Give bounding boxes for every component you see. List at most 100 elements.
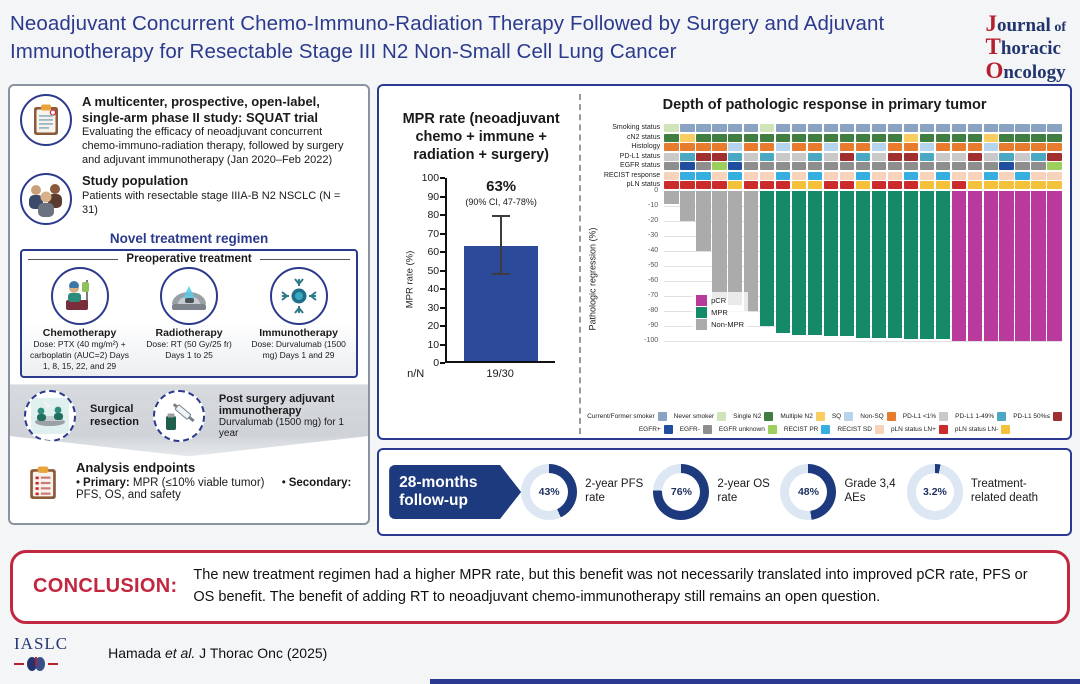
mpr-ytick-label: 40 [427, 283, 440, 296]
heatmap-cell [999, 162, 1014, 171]
heatmap-cell [951, 152, 967, 161]
heatmap-cell [823, 143, 839, 152]
waterfall-bar [983, 190, 998, 341]
heatmap-cell [696, 181, 711, 190]
heatmap-cell [919, 181, 935, 190]
heatmap-cell [935, 162, 951, 171]
heatmap-cell [1031, 143, 1046, 152]
citation-journal: J Thorac Onc (2025) [195, 644, 328, 661]
mpr-tick-mark [440, 362, 446, 365]
heatmap-cell [759, 143, 775, 152]
chemotherapy-item: Chemotherapy Dose: PTX (40 mg/m²) + carb… [28, 267, 131, 371]
heatmap-cell [712, 133, 727, 142]
heatmap-cell [1047, 143, 1062, 152]
legend-label: PD-L1 1-49% [955, 413, 995, 420]
heatmap-cell [696, 143, 711, 152]
heatmap-cell [1031, 152, 1046, 161]
heatmap-cell [855, 133, 871, 142]
heatmap-cell [999, 124, 1014, 133]
heatmap-cell [775, 152, 791, 161]
heatmap-cell [903, 181, 919, 190]
heatmap-cell [887, 152, 903, 161]
followup-stat: 3.2% Treatment-related death [906, 464, 1060, 520]
category-legend-item: PD-L1 1-49% [955, 412, 1007, 421]
mpr-y-axis-label-text: MPR rate (%) [404, 251, 416, 309]
waterfall-main: pCR MPR Non-MPR [664, 124, 1062, 408]
category-legend-item: pLN status LN+ [891, 425, 948, 434]
mpr-tick-mark [440, 177, 446, 180]
category-legend-item: Multiple N2 [780, 412, 825, 421]
chemotherapy-icon [50, 267, 109, 326]
heatmap-cell [967, 124, 982, 133]
legend-chip [657, 412, 667, 421]
heatmap-cell [743, 181, 759, 190]
heatmap-cell [855, 152, 871, 161]
waterfall-ytick-label: -70 [648, 291, 659, 299]
heatmap-cell [983, 143, 998, 152]
heatmap-cell [983, 171, 998, 180]
category-legend-item: Non-SQ [860, 412, 896, 421]
heatmap-cell [887, 143, 903, 152]
heatmap-cell [839, 133, 855, 142]
waterfall-body: Pathologic regression (%) Smoking status… [587, 124, 1062, 408]
legend-label: Non-MPR [711, 319, 745, 329]
donut-hole: 3.2% [915, 473, 954, 511]
logo-initial-t: T [985, 34, 1001, 60]
donut-chart: 48% [780, 464, 837, 520]
heatmap-cell [759, 152, 775, 161]
mpr-category-label: 19/30 [486, 368, 514, 381]
mpr-tick-mark [440, 195, 446, 198]
legend-chip [815, 412, 825, 421]
heatmap-cell [871, 171, 887, 180]
journal-logo: Journal of Thoracic Oncology [985, 10, 1066, 82]
waterfall-legend-item: Non-MPR [696, 318, 745, 330]
study-design-title: A multicenter, prospective, open-label, … [82, 94, 320, 125]
heatmap-cell [999, 152, 1014, 161]
heatmap-cell [823, 171, 839, 180]
mpr-tick-mark [440, 269, 446, 272]
legend-label: Current/Former smoker [587, 413, 655, 420]
heatmap-cell [759, 171, 775, 180]
heatmap-cell [696, 133, 711, 142]
waterfall-ytick-label: -30 [648, 231, 659, 239]
legend-chip [717, 412, 727, 421]
waterfall-bar [1015, 190, 1030, 341]
endpoints-section: Analysis endpoints • Primary: MPR (≤10% v… [20, 460, 358, 507]
immunotherapy-detail: Dose: Durvalumab (1500 mg) Days 1 and 29 [251, 339, 346, 361]
endpoints-title: Analysis endpoints [76, 460, 196, 476]
heatmap-cell [951, 181, 967, 190]
heatmap-cell [1031, 162, 1046, 171]
heatmap-cell [871, 124, 887, 133]
heatmap-cell [839, 143, 855, 152]
heatmap-cell [712, 181, 727, 190]
heatmap-cell [999, 181, 1014, 190]
heatmap-cell [823, 162, 839, 171]
heatmap-cell [743, 171, 759, 180]
donut-hole: 43% [530, 473, 569, 511]
mpr-y-axis-label: MPR rate (%) [404, 178, 420, 363]
journal-logo-line1: Journal of [985, 12, 1066, 35]
heatmap-cell [903, 124, 919, 133]
heatmap-cell [1047, 124, 1062, 133]
heatmap-cell [680, 181, 695, 190]
waterfall-ytick-label: -90 [648, 321, 659, 329]
heatmap-cell [839, 152, 855, 161]
journal-logo-line3: Oncology [985, 59, 1066, 82]
heatmap-cell [728, 124, 743, 133]
surgery-label: Surgical resection [90, 402, 139, 429]
waterfall-bar [871, 190, 887, 338]
heatmap-cell [871, 143, 887, 152]
heatmap-cell [1047, 171, 1062, 180]
heatmap-cell [855, 162, 871, 171]
waterfall-ytick-label: -50 [648, 261, 659, 269]
surgery-adjuvant-band: Surgical resection Post surgery adjuvant… [10, 384, 369, 457]
heatmap-cell [743, 133, 759, 142]
legend-chip [938, 425, 948, 434]
journal-logo-line2: Thoracic [985, 35, 1066, 58]
heatmap-cell [775, 171, 791, 180]
heatmap-cell [919, 143, 935, 152]
mpr-tick-mark [440, 214, 446, 217]
heatmap-cell [839, 181, 855, 190]
iaslc-logo: IASLC [14, 634, 68, 672]
heatmap-cell [680, 143, 695, 152]
